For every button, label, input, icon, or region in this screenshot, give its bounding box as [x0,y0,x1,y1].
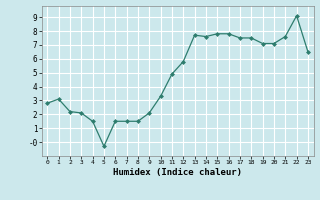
X-axis label: Humidex (Indice chaleur): Humidex (Indice chaleur) [113,168,242,177]
